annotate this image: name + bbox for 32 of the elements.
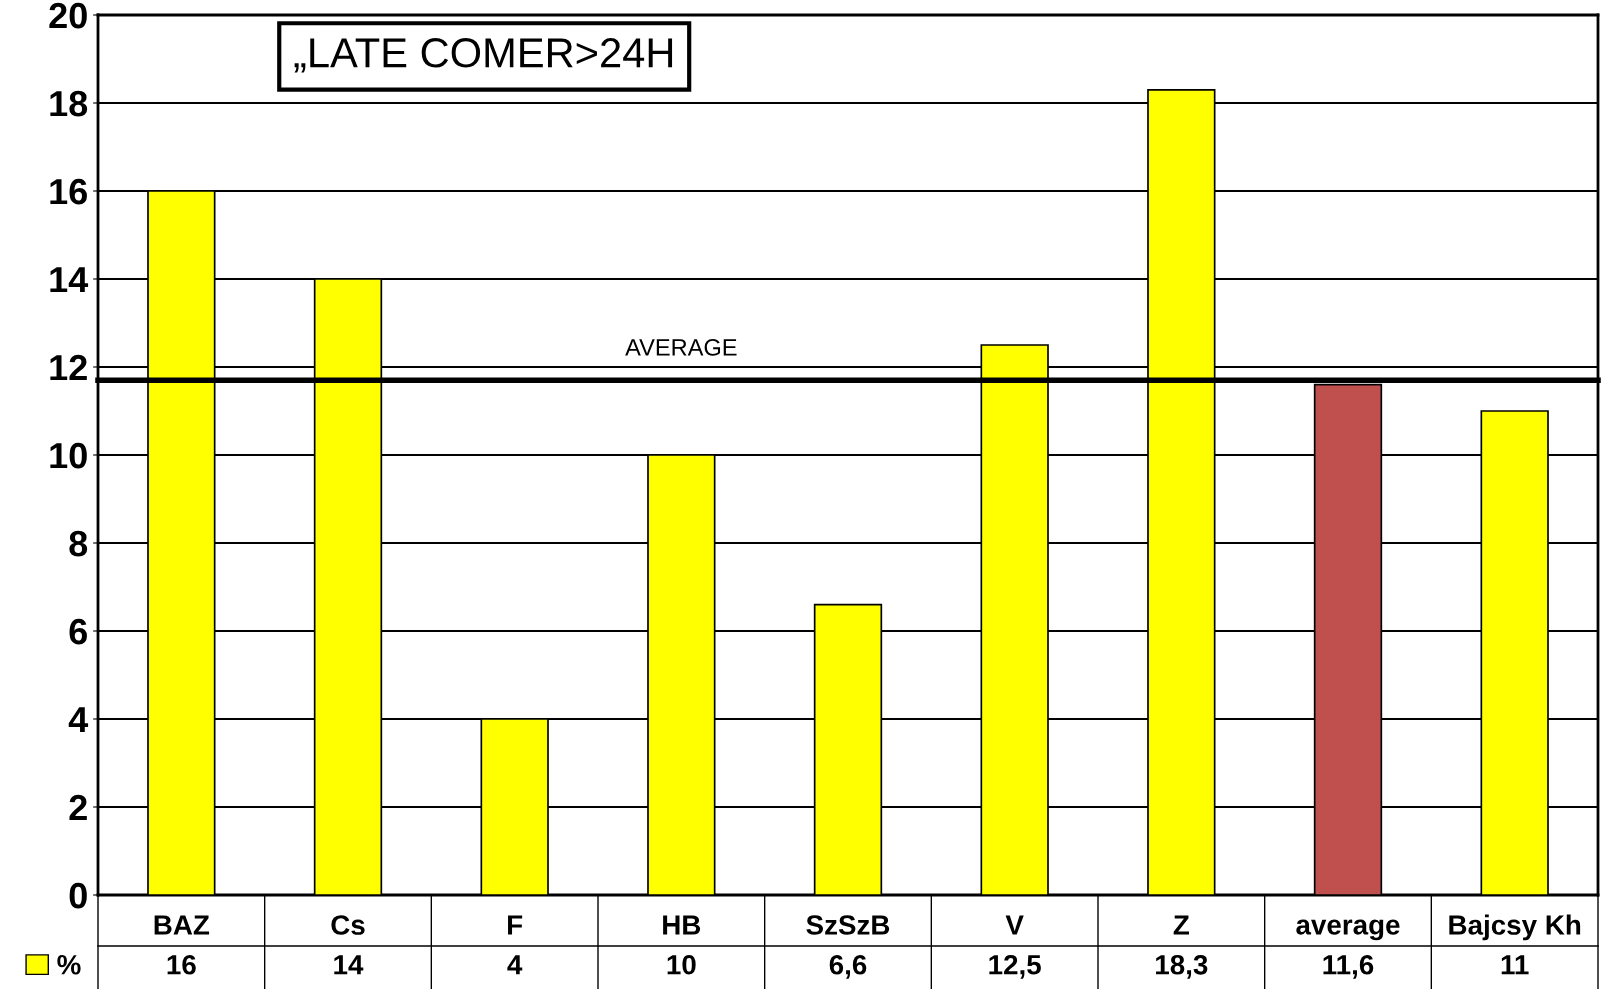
y-tick-label: 14 <box>50 267 89 293</box>
x-tick-label: V <box>1005 915 1024 935</box>
data-label: 12,5 <box>989 954 1041 979</box>
data-label: 4 <box>507 955 523 975</box>
x-tick-label: BAZ <box>154 915 210 935</box>
x-tick-label: F <box>508 915 523 935</box>
data-label: 11 <box>1501 955 1529 975</box>
y-tick-label: 0 <box>69 882 87 909</box>
x-tick-label: HB <box>663 915 701 935</box>
data-label: 18,3 <box>1156 954 1208 979</box>
y-tick-label: 10 <box>50 442 87 469</box>
y-tick-label: 18 <box>50 90 88 117</box>
x-tick-label: average <box>1296 919 1400 941</box>
x-tick-label: SzSzB <box>806 915 890 935</box>
y-tick-label: 16 <box>50 178 87 205</box>
data-label: 6,6 <box>829 954 867 979</box>
y-tick-label: 2 <box>69 794 87 821</box>
y-tick-label: 8 <box>69 530 88 557</box>
y-tick-label: 20 <box>49 2 87 29</box>
x-tick-label: Z <box>1173 915 1190 935</box>
data-label: 16 <box>167 954 196 975</box>
x-tick-label: Cs <box>331 915 365 935</box>
ref-line-label: AVERAGE <box>625 339 737 356</box>
y-tick-label: 4 <box>68 707 89 733</box>
y-tick-label: 12 <box>50 354 87 381</box>
data-label: 11,6 <box>1323 954 1374 979</box>
data-label: 10 <box>667 954 696 975</box>
data-label: 14 <box>334 955 364 975</box>
y-tick-label: 6 <box>69 618 87 645</box>
chart-title: „LATE COMER>24H <box>294 38 673 73</box>
legend-label: % <box>57 955 81 975</box>
x-tick-label: Bajcsy Kh <box>1449 914 1581 941</box>
